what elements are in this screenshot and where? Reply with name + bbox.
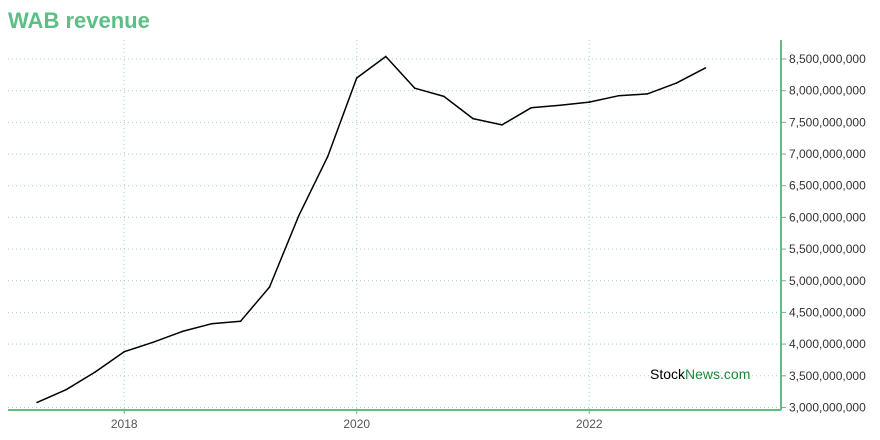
series-layer	[36, 55, 707, 404]
data-point	[36, 401, 38, 404]
data-point	[268, 286, 271, 288]
data-point	[123, 350, 126, 353]
x-tick-label: 2020	[343, 417, 370, 431]
y-tick-label: 3,000,000,000	[789, 400, 866, 414]
axes	[8, 40, 786, 414]
data-point	[152, 341, 155, 344]
y-tick-label: 4,500,000,000	[789, 305, 866, 319]
y-tick-label: 7,500,000,000	[789, 115, 866, 129]
series-line	[36, 55, 706, 404]
y-tick-label: 3,500,000,000	[789, 369, 866, 383]
data-point	[704, 67, 707, 69]
y-tick-label: 8,000,000,000	[789, 84, 866, 98]
data-point	[355, 77, 358, 79]
x-tick-label: 2018	[111, 417, 138, 431]
data-point	[501, 124, 503, 126]
data-point	[472, 117, 474, 120]
data-point	[239, 320, 242, 323]
data-point	[94, 371, 96, 373]
data-point	[384, 55, 387, 58]
data-point	[181, 330, 184, 333]
y-tick-label: 4,000,000,000	[789, 337, 866, 351]
y-tick-label: 7,000,000,000	[789, 147, 866, 161]
grid	[8, 40, 781, 410]
data-point	[297, 215, 300, 217]
x-tick-label: 2022	[576, 417, 603, 431]
watermark: StockNews.com	[650, 366, 750, 382]
watermark-part2: News.com	[685, 366, 750, 382]
y-tick-label: 8,500,000,000	[789, 52, 866, 66]
data-point	[675, 82, 678, 84]
y-tick-label: 6,000,000,000	[789, 210, 866, 224]
y-tick-label: 6,500,000,000	[789, 179, 866, 193]
chart-title: WAB revenue	[8, 8, 150, 33]
data-point	[443, 95, 445, 98]
data-point	[617, 94, 620, 97]
data-point	[414, 87, 416, 89]
data-point	[588, 101, 591, 103]
y-tick-label: 5,500,000,000	[789, 242, 866, 256]
data-point	[559, 104, 561, 107]
tick-labels: 3,000,000,000 3,500,000,000 4,000,000,000 4…	[111, 52, 866, 431]
watermark-part1: Stock	[650, 366, 686, 382]
data-point	[326, 155, 329, 158]
data-point	[646, 93, 649, 95]
data-point	[210, 323, 213, 325]
y-tick-label: 5,000,000,000	[789, 274, 866, 288]
data-point	[530, 106, 532, 109]
data-point	[65, 388, 67, 391]
